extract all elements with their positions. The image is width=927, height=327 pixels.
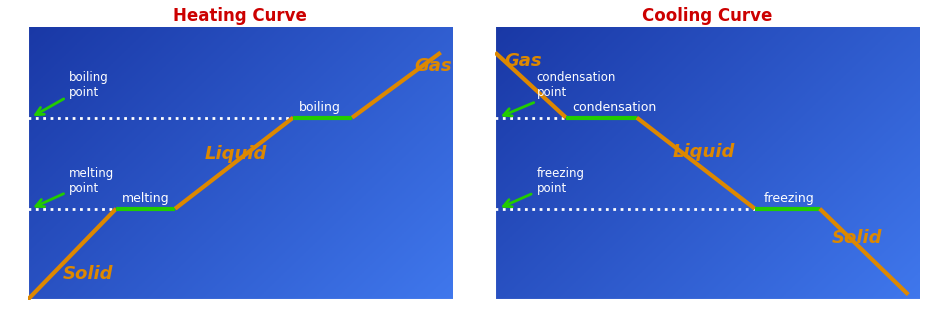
Text: Gas: Gas <box>504 52 541 70</box>
X-axis label: Time (s): Time (s) <box>212 306 268 320</box>
Text: boiling: boiling <box>299 101 341 114</box>
Title: Heating Curve: Heating Curve <box>173 7 307 25</box>
Text: boiling
point: boiling point <box>35 71 108 115</box>
Text: condensation
point: condensation point <box>503 71 616 116</box>
Text: condensation: condensation <box>572 101 656 114</box>
Title: Cooling Curve: Cooling Curve <box>642 7 773 25</box>
X-axis label: Time (s): Time (s) <box>679 306 736 320</box>
Text: Solid: Solid <box>63 265 113 283</box>
Text: Liquid: Liquid <box>205 145 267 163</box>
Text: melting
point: melting point <box>36 167 114 207</box>
Text: Gas: Gas <box>414 57 451 75</box>
Text: freezing
point: freezing point <box>503 167 584 207</box>
Y-axis label: Temperature (°C): Temperature (°C) <box>6 109 20 217</box>
Text: melting: melting <box>122 192 170 205</box>
Text: Solid: Solid <box>832 229 882 247</box>
Text: freezing: freezing <box>764 192 815 205</box>
Text: Liquid: Liquid <box>672 143 734 161</box>
Y-axis label: Temperature (°C): Temperature (°C) <box>475 109 488 217</box>
